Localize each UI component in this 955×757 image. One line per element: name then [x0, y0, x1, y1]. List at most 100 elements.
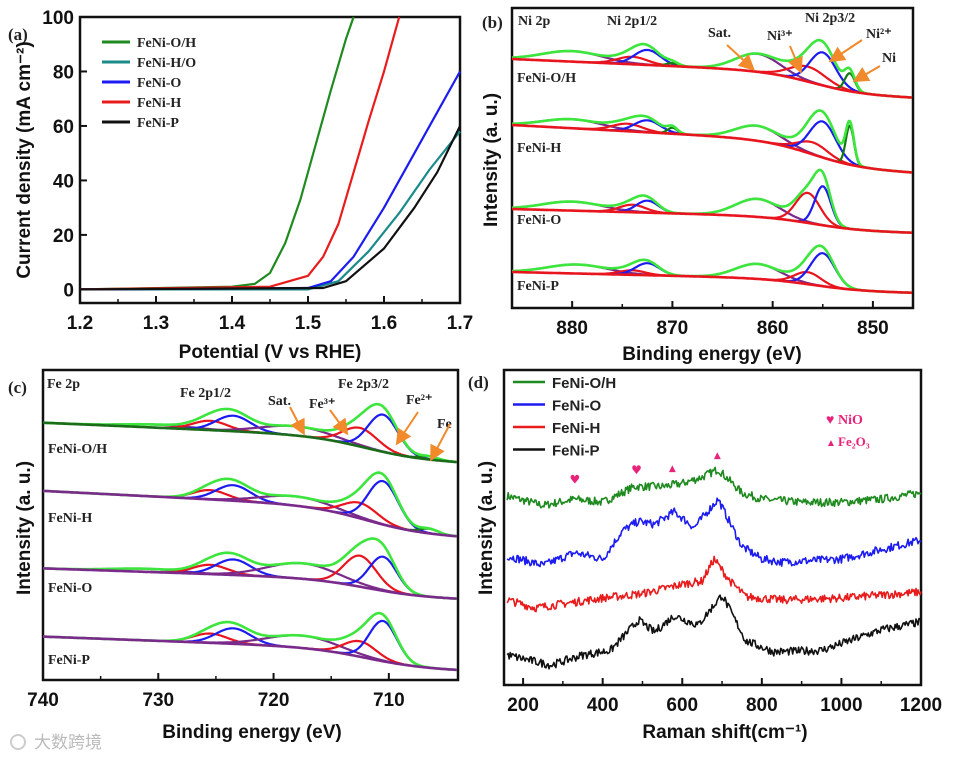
y-tick-label: 0: [63, 280, 74, 301]
watermark-logo-icon: [10, 734, 26, 750]
arrow-fe3: [329, 409, 349, 436]
y-tick-label: 20: [53, 226, 74, 247]
envelope-feni-o: [42, 537, 457, 600]
envelope-feni-o-h: [511, 38, 913, 99]
annotation-fe-2p1-2: Fe 2p1/2: [180, 386, 231, 401]
peak-marker: ♥: [631, 463, 642, 477]
component-peak-blue: [780, 252, 865, 292]
annotation-fe3: Fe³⁺: [309, 397, 335, 412]
x-tick-label: 740: [27, 690, 59, 711]
arrow-ni: [852, 65, 881, 83]
peak-marker: ▲: [669, 464, 676, 474]
legend-label: FeNi-H: [552, 420, 600, 437]
legend-label: FeNi-P: [137, 116, 179, 131]
panel-b: 880 870 860 850 FeNi-O/H FeNi-H FeNi-O FeNi-P: [510, 6, 915, 339]
baseline-feni-p: [511, 270, 913, 295]
panel-c: 740 730 720 710 FeNi-O/H FeNi-H FeNi-O FeNi-P: [27, 368, 460, 711]
series-line-feni-h-o: [80, 130, 461, 291]
panel-a-ylabel: Current density (mA cm⁻²): [14, 41, 35, 278]
watermark: 大数跨境: [34, 733, 102, 753]
panel-d-label: (d): [468, 373, 489, 392]
x-tick-label: 1.3: [143, 313, 169, 334]
component-peak-red: [303, 554, 416, 597]
x-tick-label: 1000: [820, 695, 862, 716]
x-tick-label: 710: [373, 690, 405, 711]
spectrum-label: FeNi-O: [48, 581, 92, 596]
panel-a-xlabel: Potential (V vs RHE): [179, 342, 362, 363]
peak-marker: ▲: [714, 451, 721, 461]
arrow-fe2: [395, 411, 419, 446]
annotation-sat: Sat.: [268, 394, 291, 409]
y-tick-label: 60: [53, 117, 74, 138]
series-line-feni-p: [506, 594, 922, 670]
annotation-ni: Ni: [882, 51, 896, 66]
x-tick-label: 400: [587, 695, 619, 716]
x-tick-label: 880: [556, 318, 588, 339]
envelope-feni-o: [511, 168, 913, 234]
x-tick-label: 600: [666, 695, 698, 716]
baseline-feni-o-h: [511, 57, 913, 99]
panel-d-ylabel: Intensity (a. u.): [476, 461, 497, 595]
legend-fe2o3-label: Fe₂O₃: [838, 434, 870, 449]
annotation-ni-2p3-2: Ni 2p3/2: [805, 11, 855, 26]
legend-label: FeNi-H: [137, 96, 181, 111]
x-tick-label: 1.6: [371, 313, 397, 334]
series-line-feni-p: [79, 125, 461, 291]
component-peak-blue: [777, 120, 869, 169]
annotation-ni-2p1-2: Ni 2p1/2: [607, 14, 657, 29]
envelope-feni-p: [511, 244, 913, 295]
baseline-feni-h: [511, 123, 913, 174]
legend-label: FeNi-O/H: [552, 375, 616, 392]
baseline-feni-o: [42, 567, 457, 600]
panel-c-label: (c): [8, 378, 27, 397]
arrow-sat: [289, 406, 305, 436]
panel-c-title: Fe 2p: [47, 377, 80, 392]
peak-marker: ♥: [569, 472, 580, 486]
panel-b-ylabel: Intensity (a. u.): [481, 93, 502, 227]
component-peak-red: [765, 191, 850, 230]
spectrum-label: FeNi-P: [517, 279, 559, 294]
envelope-feni-h: [511, 109, 913, 174]
legend-label: FeNi-P: [552, 443, 600, 460]
baseline-feni-o: [511, 207, 913, 234]
x-tick-label: 850: [857, 318, 889, 339]
panel-b-label: (b): [482, 13, 503, 32]
x-tick-label: 870: [657, 318, 689, 339]
legend-nio-label: NiO: [838, 413, 863, 428]
legend-label: FeNi-H/O: [137, 56, 196, 71]
plot-frame: [502, 368, 923, 687]
annotation-sat: Sat.: [708, 26, 731, 41]
x-tick-label: 1.2: [67, 313, 93, 334]
panel-a-label: (a): [8, 25, 28, 44]
panel-a: 1.2 1.3 1.4 1.5 1.6 1.7 0 20 40 60 80 100 FeNi-O/H Fe…: [42, 8, 473, 334]
panel-c-ylabel: Intensity (a. u.): [14, 461, 35, 595]
x-tick-label: 1.5: [295, 313, 322, 334]
annotation-ni2: Ni²⁺: [866, 27, 892, 42]
component-peak-blue: [331, 413, 436, 462]
spectrum-label: FeNi-O: [517, 213, 561, 228]
panel-b-title: Ni 2p: [518, 14, 551, 29]
arrow-fe: [430, 423, 451, 462]
x-tick-label: 1.7: [447, 313, 473, 334]
component-peak-red: [299, 426, 421, 460]
spectrum-label: FeNi-H: [48, 511, 92, 526]
legend-label: FeNi-O: [552, 398, 602, 415]
y-tick-label: 80: [53, 62, 74, 83]
series-line-feni-h: [506, 555, 922, 613]
series-line-feni-o: [506, 497, 922, 568]
arrow-sat: [726, 44, 755, 71]
x-tick-label: 800: [746, 695, 778, 716]
spectrum-label: FeNi-O/H: [48, 442, 107, 457]
baseline-feni-h: [42, 489, 457, 538]
y-tick-label: 100: [42, 8, 74, 29]
panel-b-xlabel: Binding energy (eV): [622, 344, 801, 365]
baseline-feni-o-h: [42, 421, 457, 464]
y-tick-label: 40: [53, 171, 74, 192]
legend-nio-symbol: ♥: [826, 413, 834, 428]
x-tick-label: 720: [258, 690, 290, 711]
baseline-feni-p: [42, 635, 457, 672]
series-line-feni-o-h: [79, 16, 355, 291]
x-tick-label: 1200: [900, 695, 942, 716]
annotation-fe-2p3-2: Fe 2p3/2: [338, 377, 389, 392]
